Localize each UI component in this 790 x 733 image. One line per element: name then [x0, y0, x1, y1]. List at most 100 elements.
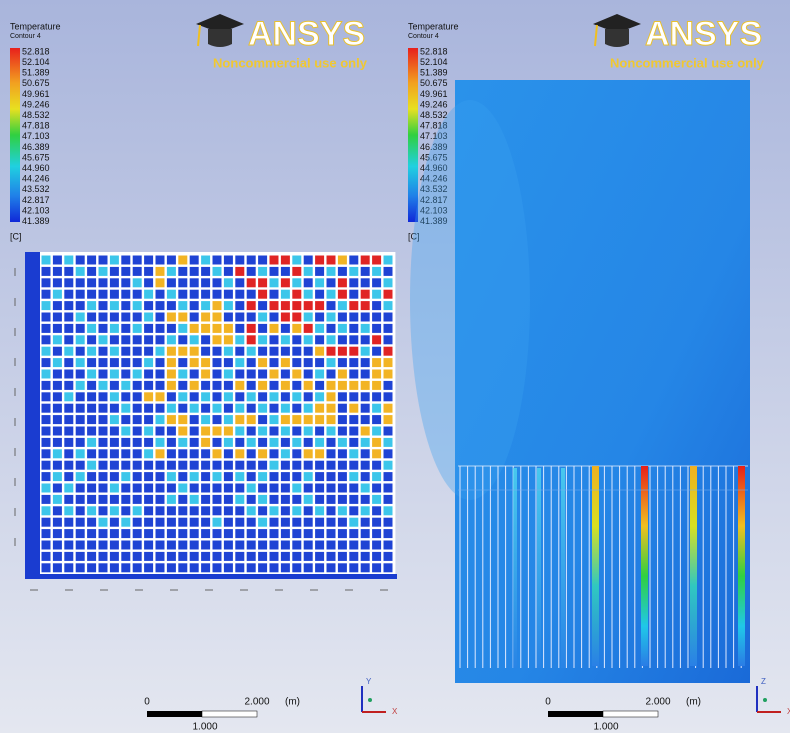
tube-cell — [235, 506, 244, 515]
tube-cell — [327, 324, 336, 333]
tube-cell — [247, 518, 256, 527]
tube-cell — [144, 518, 153, 527]
tube-cell — [213, 472, 222, 481]
tube-cell — [121, 427, 130, 436]
tube-cell — [156, 267, 165, 276]
tube-cell — [64, 301, 73, 310]
tube-cell — [258, 313, 267, 322]
tube-cell — [110, 552, 119, 561]
tube-cell — [281, 461, 290, 470]
tube-cell — [87, 495, 96, 504]
tube-cell — [235, 461, 244, 470]
tube-cell — [121, 313, 130, 322]
tube-cell — [361, 563, 370, 572]
tube-cell — [327, 278, 336, 287]
tube-cell — [349, 472, 358, 481]
legend-value: 52.818 — [22, 46, 50, 56]
tube-cell — [361, 358, 370, 367]
tube-cell — [327, 449, 336, 458]
tube-cell — [167, 347, 176, 356]
tube-cell — [99, 449, 108, 458]
tube-cell — [64, 335, 73, 344]
tube-cell — [327, 256, 336, 265]
tube-cell — [178, 324, 187, 333]
tube-cell — [281, 472, 290, 481]
tube-cell — [87, 324, 96, 333]
tube-cell — [258, 506, 267, 515]
tube-cell — [338, 358, 347, 367]
tube-cell — [304, 313, 313, 322]
tube-cell — [247, 404, 256, 413]
tube-cell — [53, 427, 62, 436]
tube-cell — [292, 438, 301, 447]
tube-cell — [349, 449, 358, 458]
tube-cell — [338, 324, 347, 333]
tube-cell — [270, 427, 279, 436]
tube-cell — [258, 324, 267, 333]
scale-unit: (m) — [285, 697, 300, 708]
tube-cell — [304, 301, 313, 310]
tube-cell — [213, 461, 222, 470]
tube-cell — [258, 427, 267, 436]
tube-cell — [167, 278, 176, 287]
tube-cell — [178, 563, 187, 572]
tube-cell — [270, 506, 279, 515]
tube-cell — [121, 256, 130, 265]
tube-cell — [235, 427, 244, 436]
tube-cell — [190, 552, 199, 561]
tube-cell — [53, 552, 62, 561]
tube-cell — [190, 438, 199, 447]
tube-cell — [53, 313, 62, 322]
tube-cell — [190, 449, 199, 458]
tube-cell — [144, 358, 153, 367]
tube-cell — [64, 278, 73, 287]
tube-cell — [110, 518, 119, 527]
tube-cell — [281, 518, 290, 527]
tube-cell — [235, 324, 244, 333]
tube-cell — [76, 529, 85, 538]
tube-cell — [110, 358, 119, 367]
tube-cell — [315, 347, 324, 356]
tube-cell — [64, 256, 73, 265]
tube-cell — [224, 381, 233, 390]
tube-cell — [327, 427, 336, 436]
tube-cell — [190, 404, 199, 413]
tube-cell — [133, 290, 142, 299]
tube-cell — [361, 301, 370, 310]
tube-cell — [190, 415, 199, 424]
tube-cell — [42, 518, 51, 527]
tube-cell — [349, 438, 358, 447]
tube-cell — [270, 552, 279, 561]
tube-cell — [53, 563, 62, 572]
tube-cell — [133, 461, 142, 470]
tube-cell — [213, 484, 222, 493]
tube-cell — [384, 335, 393, 344]
tube-cell — [270, 324, 279, 333]
tube-cell — [110, 313, 119, 322]
tube-cell — [167, 541, 176, 550]
tube-cell — [315, 358, 324, 367]
tube-cell — [338, 518, 347, 527]
tube-cell — [372, 335, 381, 344]
tube-cell — [76, 392, 85, 401]
tube-cell — [361, 278, 370, 287]
fin-hot — [641, 466, 648, 666]
tube-cell — [258, 370, 267, 379]
tube-cell — [87, 290, 96, 299]
tube-cell — [213, 495, 222, 504]
tube-cell — [110, 415, 119, 424]
tube-cell — [258, 552, 267, 561]
tube-cell — [201, 347, 210, 356]
tube-cell — [99, 461, 108, 470]
tube-cell — [64, 529, 73, 538]
tube-cell — [53, 438, 62, 447]
tube-cell — [201, 461, 210, 470]
tube-cell — [270, 461, 279, 470]
tube-cell — [144, 381, 153, 390]
tube-cell — [247, 415, 256, 424]
tube-cell — [224, 278, 233, 287]
tube-cell — [292, 392, 301, 401]
tube-cell — [99, 472, 108, 481]
tube-cell — [247, 495, 256, 504]
tube-cell — [281, 392, 290, 401]
